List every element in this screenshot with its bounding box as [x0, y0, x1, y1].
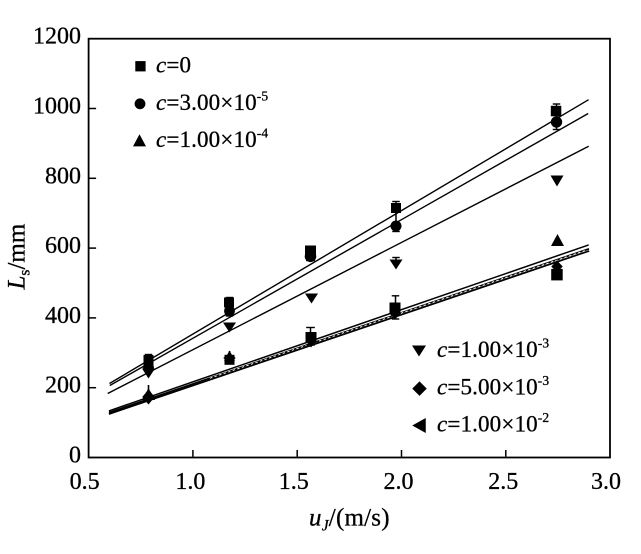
svg-text:800: 800 — [45, 163, 81, 189]
svg-text:0: 0 — [69, 443, 81, 469]
svg-text:uJ/(m/s): uJ/(m/s) — [309, 505, 390, 535]
svg-text:3.0: 3.0 — [591, 469, 621, 495]
svg-text:600: 600 — [45, 233, 81, 259]
svg-text:1.0: 1.0 — [175, 469, 205, 495]
svg-text:200: 200 — [45, 373, 81, 399]
svg-text:1200: 1200 — [33, 24, 81, 50]
svg-text:c=1.00×10-3: c=1.00×10-3 — [437, 336, 549, 363]
svg-text:1.5: 1.5 — [279, 469, 309, 495]
svg-text:2.5: 2.5 — [488, 469, 518, 495]
svg-text:Ls/mm: Ls/mm — [4, 223, 34, 290]
svg-text:0.5: 0.5 — [70, 469, 100, 495]
svg-text:c=1.00×10-2: c=1.00×10-2 — [437, 410, 549, 437]
svg-text:c=1.00×10-4: c=1.00×10-4 — [156, 126, 268, 153]
svg-text:c=3.00×10-5: c=3.00×10-5 — [156, 89, 268, 116]
svg-text:1000: 1000 — [33, 94, 81, 120]
svg-text:c=0: c=0 — [156, 53, 191, 78]
svg-text:400: 400 — [45, 303, 81, 329]
svg-text:c=5.00×10-3: c=5.00×10-3 — [437, 373, 549, 400]
svg-text:2.0: 2.0 — [384, 469, 414, 495]
